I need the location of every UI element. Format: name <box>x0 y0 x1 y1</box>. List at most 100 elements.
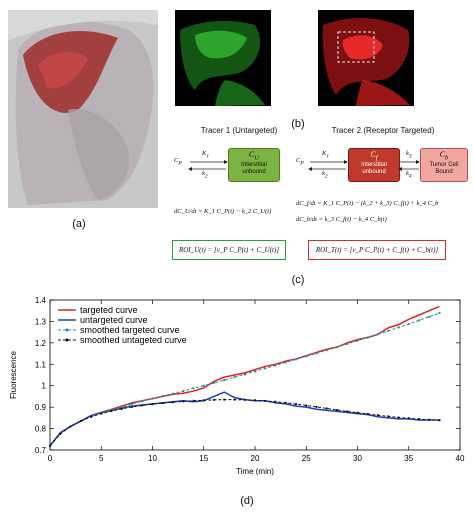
tracer2-k4-label: k4 <box>406 170 412 180</box>
legend-label-1: targeted curve <box>80 305 138 315</box>
mouse-photo <box>8 10 158 208</box>
series-3-point <box>130 402 134 406</box>
y-tick-label: 1.4 <box>35 296 47 305</box>
series-4-point <box>192 399 195 402</box>
series-4-point <box>161 401 164 405</box>
series-3-point <box>253 370 257 373</box>
series-4-point <box>407 417 410 420</box>
series-4-point <box>397 416 400 419</box>
tracer2-free-compartment-box: Cf Interstitial unbound <box>348 148 400 182</box>
x-tick-label: 10 <box>148 454 157 463</box>
series-4-point <box>253 399 257 402</box>
tracer1-input-label: CP <box>174 157 182 167</box>
series-3-point <box>264 367 267 370</box>
y-tick-label: 1.1 <box>35 360 47 369</box>
series-3-point <box>397 326 400 329</box>
tracer2-equation-2: dC_b/dt = k_3 C_f(t) − k_4 C_b(t) <box>296 216 387 223</box>
series-3-point <box>387 329 390 332</box>
x-tick-label: 5 <box>99 454 104 463</box>
tracer1-box-symbol: CU <box>248 150 260 162</box>
tracer2-bound-compartment-box: Cb Tumor Cell Bound <box>420 148 468 182</box>
tracer1-compartment-box: CU Interstitial unbound <box>228 148 280 182</box>
series-4-point <box>294 403 298 406</box>
x-tick-label: 0 <box>48 454 53 463</box>
series-3-point <box>407 322 410 326</box>
series-3-point <box>171 392 175 395</box>
series-3-point <box>274 364 277 367</box>
x-tick-label: 15 <box>199 454 208 463</box>
series-3-point <box>202 384 205 387</box>
series-3-point <box>438 311 441 314</box>
series-4-point <box>438 419 441 422</box>
tracer1-k2-label: k2 <box>202 170 208 180</box>
series-4-point <box>151 403 154 406</box>
tracer2-exchange-arrows-1 <box>308 160 348 171</box>
legend-marker-3 <box>65 328 69 332</box>
series-4-point <box>110 409 113 413</box>
panel-label-d: (d) <box>240 495 254 507</box>
series-4-point <box>356 411 359 414</box>
series-3-point <box>151 397 154 400</box>
y-tick-label: 1.3 <box>35 317 47 326</box>
x-tick-label: 20 <box>251 454 260 463</box>
green-fluorescence-image <box>175 10 271 106</box>
series-4-point <box>59 432 62 436</box>
series-3-point <box>346 342 349 346</box>
red-fluorescence-image <box>318 10 414 106</box>
tracer2-box2-line1: Tumor Cell <box>429 161 459 168</box>
series-3-point <box>335 346 339 349</box>
x-axis-label: Time (min) <box>236 467 274 476</box>
tracer1-box-line2: unbound <box>242 168 266 175</box>
series-3-point <box>356 339 359 342</box>
tracer1-exchange-arrows <box>188 160 228 171</box>
x-ticks: 0 5 10 15 20 25 30 35 40 <box>48 300 465 463</box>
compartment-model: Tracer 1 (Untargeted) CP K1 k2 CU Inters… <box>168 120 468 270</box>
series-4-point <box>284 401 287 404</box>
series-4-point <box>48 444 52 447</box>
series-4-point <box>202 399 205 402</box>
series-4-point <box>428 418 431 421</box>
tracer2-box2-line2: Bound <box>435 168 453 175</box>
series-4-point <box>376 414 380 417</box>
series-3-point <box>120 406 123 409</box>
series-4-point <box>387 415 390 418</box>
series-4-point <box>141 404 144 407</box>
series-4-point <box>182 400 185 403</box>
series-3-point <box>417 319 421 322</box>
series-4-point <box>366 412 369 416</box>
panel-label-a: (a) <box>72 218 86 230</box>
x-tick-label: 40 <box>456 454 465 463</box>
series-4-point <box>130 405 134 409</box>
legend-marker-4 <box>65 338 69 342</box>
series-3-point <box>223 379 226 382</box>
y-tick-label: 1.2 <box>35 339 47 348</box>
tracer2-exchange-arrows-2 <box>398 160 420 171</box>
x-tick-label: 35 <box>404 454 413 463</box>
y-axis-label: Fluorescence <box>9 350 18 399</box>
panel-label-c: (c) <box>291 274 305 286</box>
legend-label-3: smoothed targeted curve <box>80 325 180 335</box>
series-3-point <box>243 373 246 376</box>
series-4-point <box>120 407 123 410</box>
tracer1-roi-box: ROI_U(t) = [v_P C_P(t) + C_U(t)] <box>172 240 286 260</box>
legend-label-2: untargeted curve <box>80 315 148 325</box>
series-3-point <box>315 352 318 355</box>
series-4-point <box>274 400 277 403</box>
tracer2-box1-symbol: Cf <box>370 150 378 162</box>
series-4-point <box>335 408 339 412</box>
series-4-point <box>346 410 349 413</box>
series-4-point <box>69 425 72 428</box>
tracer2-k1-label: K1 <box>322 150 330 160</box>
series-4-point <box>325 407 328 410</box>
y-ticks: 0.7 0.8 0.9 1 1.1 1.2 1.3 1.4 <box>35 296 460 455</box>
series-4-point <box>212 398 216 401</box>
series-3-point <box>233 376 236 379</box>
series-4-point <box>79 419 82 423</box>
series-4-point <box>223 398 226 401</box>
tracer1-k1-label: K1 <box>202 150 210 160</box>
series-4-point <box>315 405 318 409</box>
tracer2-box1-line2: unbound <box>362 168 386 175</box>
series-3-point <box>325 349 328 352</box>
series-3-point <box>366 336 369 339</box>
